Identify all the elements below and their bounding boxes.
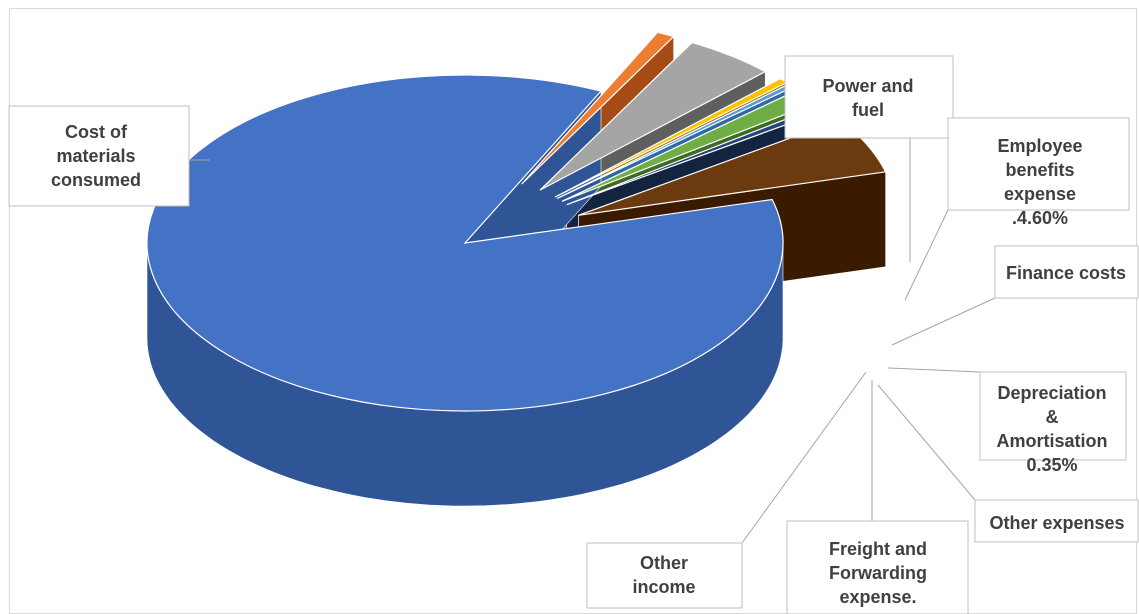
- data-label-other-expenses: Other expenses: [989, 513, 1124, 533]
- label-box-other-income: [586, 542, 743, 609]
- leader-line-depreciation: [887, 367, 981, 373]
- pie-slice-cost-of-materials: [146, 74, 784, 412]
- label-box-cost-of-materials: [8, 105, 190, 207]
- data-label-other-income: Other income: [632, 553, 695, 597]
- leader-line-other-income: [741, 371, 867, 544]
- data-label-freight-forwarding: Freight and Forwarding expense.: [829, 539, 927, 607]
- leader-line-finance-costs: [891, 297, 996, 346]
- pie-slice-power-and-fuel: [521, 31, 675, 185]
- data-label-finance-costs: Finance costs: [1006, 263, 1126, 283]
- pie-labels: Cost of materials consumed Power and fuel Emp…: [8, 55, 1139, 614]
- label-box-depreciation: [979, 371, 1127, 461]
- data-label-cost-of-materials: Cost of materials consumed: [51, 122, 141, 190]
- leader-line-other-expenses: [877, 384, 976, 501]
- label-box-employee-benefits: [947, 117, 1130, 211]
- label-box-other-expenses: [974, 499, 1139, 543]
- pie-tops: [146, 31, 887, 412]
- label-box-power-and-fuel: [784, 55, 954, 139]
- label-box-freight-forwarding: [786, 520, 969, 614]
- data-label-power-and-fuel: Power and fuel: [822, 76, 913, 120]
- leader-line-employee-benefits: [904, 209, 949, 301]
- pie-slice-employee-benefits: [539, 41, 767, 191]
- label-box-finance-costs: [994, 245, 1139, 299]
- data-label-depreciation: Depreciation & Amortisation 0.35%: [996, 383, 1107, 475]
- data-label-employee-benefits: Employee benefits expense .4.60%: [997, 136, 1082, 228]
